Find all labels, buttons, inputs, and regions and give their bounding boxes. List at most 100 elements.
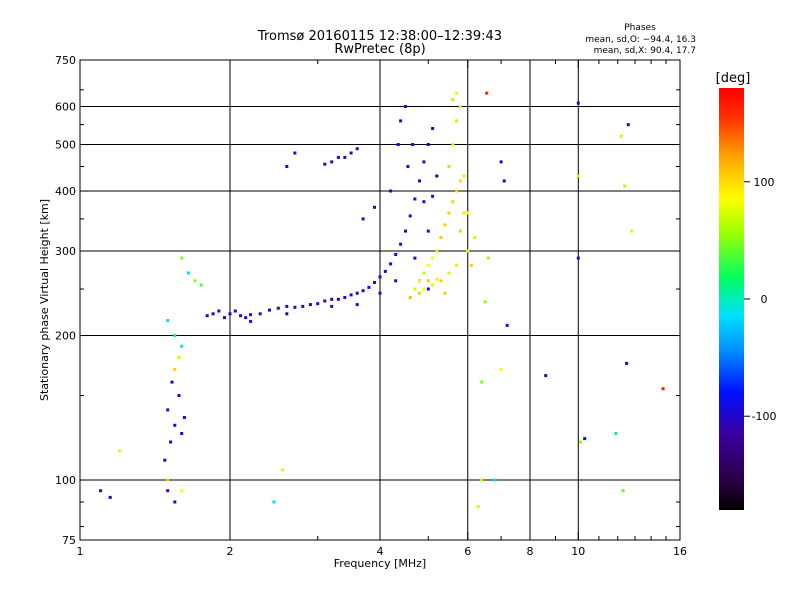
data-point (323, 299, 327, 303)
y-tick-label: 300 (55, 245, 76, 258)
data-point (285, 304, 289, 308)
y-tick-label: 75 (62, 534, 76, 547)
data-point (394, 279, 398, 283)
data-point (626, 123, 630, 127)
x-tick-label: 8 (527, 545, 534, 558)
phases-o-stats: mean, sd,O: −94.4, 16.3 (585, 35, 696, 45)
data-point (199, 283, 203, 287)
data-point (173, 367, 177, 371)
grid-layer (80, 60, 680, 540)
data-point (349, 293, 353, 297)
data-point (443, 291, 447, 295)
data-point (355, 303, 359, 307)
phases-title: Phases (624, 23, 656, 33)
data-point (177, 356, 181, 359)
data-point (418, 179, 421, 183)
data-point (396, 143, 400, 146)
data-point (469, 263, 473, 267)
data-point (431, 283, 435, 287)
data-point (355, 147, 359, 151)
data-point (422, 271, 426, 275)
data-point (458, 229, 462, 233)
data-point (373, 205, 376, 209)
data-point (281, 468, 285, 472)
data-point (462, 174, 466, 178)
data-point (180, 489, 184, 493)
y-tick-label: 400 (55, 185, 76, 198)
x-axis-label: Frequency [MHz] (334, 557, 426, 570)
data-point (486, 256, 490, 260)
data-point (447, 211, 451, 215)
data-point (621, 489, 625, 493)
data-point (483, 300, 487, 304)
data-point (466, 249, 470, 253)
data-point (399, 242, 403, 246)
colorbar-ticks-layer: 100 0 -100 (744, 176, 776, 423)
data-points-layer (99, 91, 665, 509)
data-point (249, 319, 253, 323)
data-point (249, 313, 253, 317)
data-point (186, 271, 190, 275)
data-point (293, 305, 297, 309)
y-tick-label: 600 (55, 101, 76, 114)
data-point (355, 291, 359, 295)
data-point (493, 478, 497, 482)
data-point (177, 394, 181, 397)
ticks-layer: 1 2 4 6 8 10 16 75 100 200 300 400 500 600 750 (55, 54, 687, 558)
data-point (293, 151, 297, 155)
data-point (505, 323, 509, 327)
x-tick-label: 6 (464, 545, 471, 558)
data-point (258, 312, 262, 316)
data-point (451, 98, 455, 102)
data-point (330, 304, 334, 308)
data-point (373, 281, 376, 284)
data-point (413, 256, 417, 260)
data-point (499, 367, 503, 371)
data-point (476, 505, 480, 509)
data-point (413, 197, 417, 201)
data-point (228, 312, 232, 316)
data-point (455, 91, 459, 95)
data-point (223, 316, 226, 320)
colorbar-tick-label: -100 (752, 410, 777, 423)
data-point (466, 211, 470, 215)
data-point (583, 437, 587, 441)
data-point (173, 423, 177, 427)
phases-x-stats: mean, sd,X: 90.4, 17.7 (594, 46, 696, 56)
data-point (623, 184, 627, 188)
data-point (576, 174, 580, 178)
data-point (99, 489, 103, 493)
data-point (455, 119, 459, 123)
data-point (330, 297, 334, 301)
data-point (343, 155, 347, 159)
data-point (458, 105, 462, 108)
data-point (406, 165, 410, 168)
x-tick-label: 10 (571, 545, 585, 558)
data-point (499, 160, 503, 164)
data-point (447, 271, 451, 275)
y-axis-label: Stationary phase Virtual Height [km] (38, 199, 51, 401)
data-point (180, 344, 184, 348)
data-point (166, 489, 170, 493)
data-point (426, 229, 430, 233)
data-point (367, 285, 371, 289)
x-tick-label: 4 (377, 545, 384, 558)
y-tick-label: 100 (55, 474, 76, 487)
data-point (435, 249, 439, 253)
colorbar-tick-label: 0 (761, 293, 768, 306)
data-point (399, 119, 403, 123)
data-point (661, 387, 665, 391)
data-point (408, 296, 412, 299)
data-point (431, 194, 435, 198)
data-point (166, 319, 170, 322)
colorbar (719, 88, 744, 510)
data-point (404, 105, 407, 108)
data-point (404, 229, 407, 233)
data-point (394, 253, 398, 256)
x-tick-label: 1 (77, 545, 84, 558)
data-point (323, 162, 327, 166)
data-point (336, 155, 340, 159)
data-point (383, 269, 387, 273)
data-point (422, 200, 426, 204)
data-point (173, 334, 177, 337)
